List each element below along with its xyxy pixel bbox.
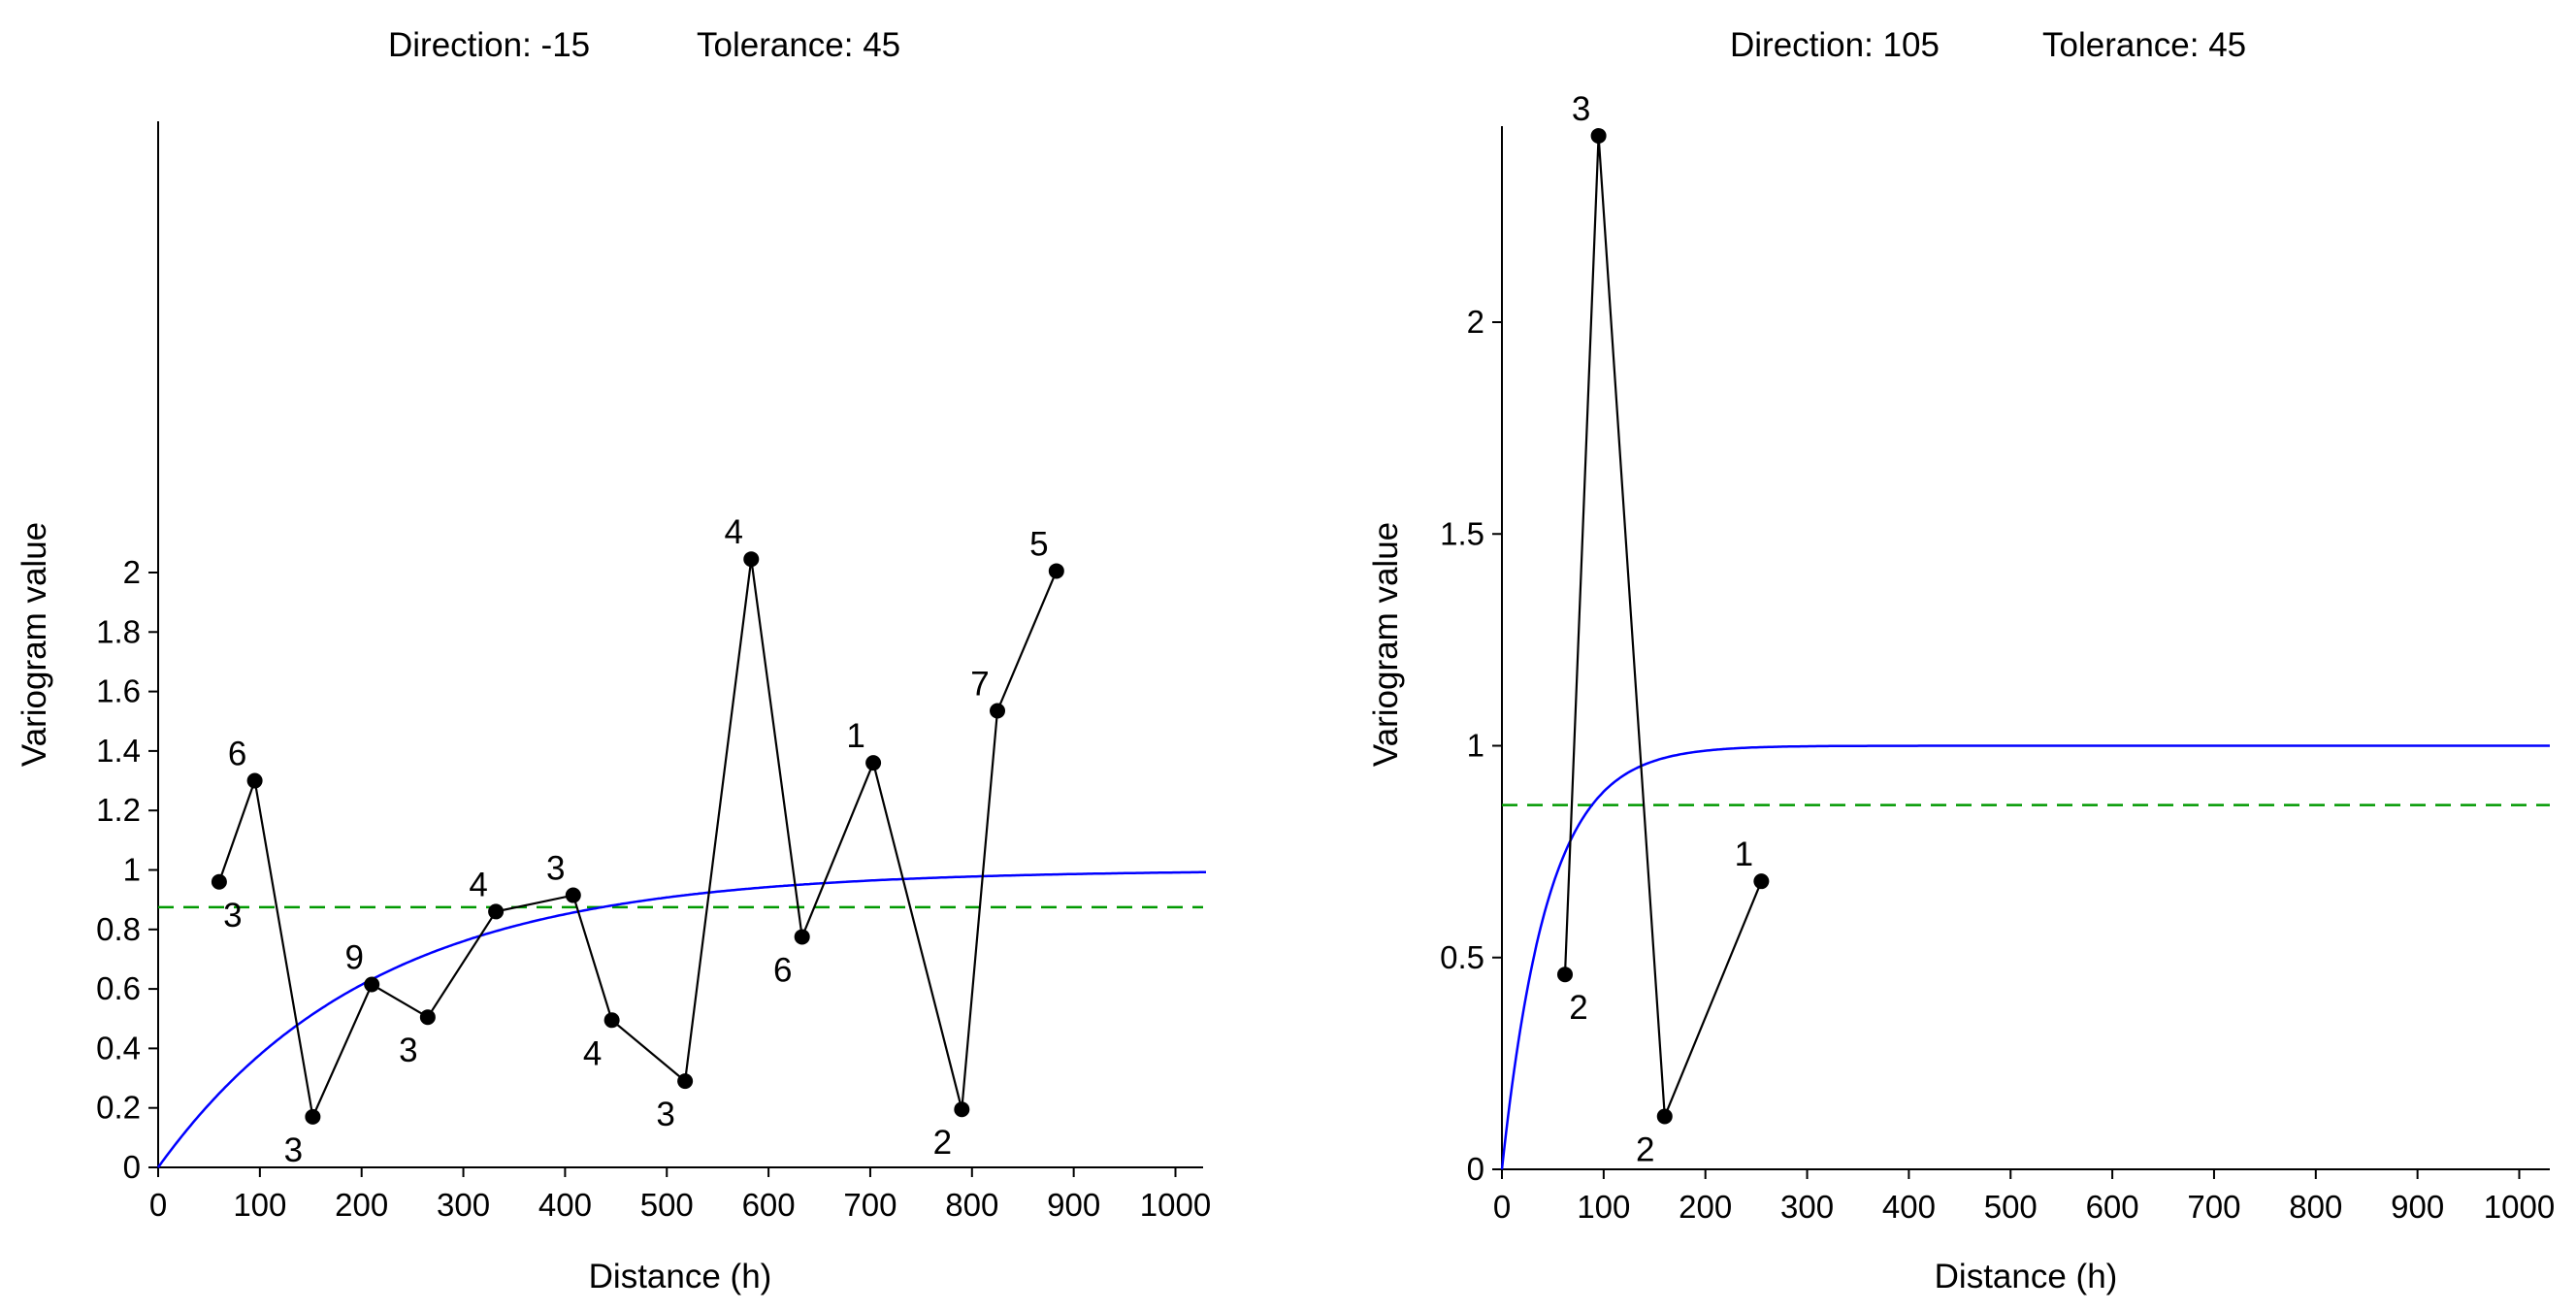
left-x-tick-label: 600 [742,1187,796,1223]
left-x-tick-label: 1000 [1140,1187,1211,1223]
right-x-tick-label: 0 [1493,1189,1511,1225]
right-x-tick-label: 100 [1577,1189,1630,1225]
left-pair-count-label: 2 [933,1124,952,1162]
left-experimental-point [743,551,760,568]
right-title-direction: Direction: 105 [1730,26,1940,64]
left-title-tolerance: Tolerance: 45 [697,26,900,64]
left-y-axis-title: Variogram value [16,522,53,767]
right-title-tolerance: Tolerance: 45 [2042,26,2246,64]
left-pair-count-label: 4 [469,866,487,903]
right-model-curve [1500,744,2550,1170]
right-x-tick-label: 900 [2391,1189,2444,1225]
left-pair-count-label: 7 [970,666,989,704]
left-y-tick-label: 1.6 [96,673,141,709]
right-experimental-point [1753,873,1770,890]
left-experimental-point [364,976,380,993]
right-x-tick-label: 300 [1780,1189,1834,1225]
left-experimental-point [677,1073,694,1090]
right-y-tick-label: 0.5 [1440,939,1484,975]
right-x-tick-label: 600 [2086,1189,2139,1225]
left-pair-count-label: 3 [656,1096,674,1133]
right-x-tick-label: 800 [2289,1189,2342,1225]
right-x-tick-label: 700 [2187,1189,2240,1225]
left-pair-count-label: 6 [773,951,792,989]
right-pair-count-label: 1 [1735,836,1753,873]
left-x-tick-label: 100 [233,1187,286,1223]
left-experimental-point [990,703,1006,719]
right-experimental-line [1563,135,1763,1117]
right-variogram-panel: Direction: 105 Tolerance: 45 0 0.5 1 1.5 2 0… [1367,26,2555,1295]
right-experimental-point [1590,127,1607,144]
right-x-tick-label: 200 [1679,1189,1732,1225]
left-y-tick-label: 1 [123,852,141,888]
right-y-tick-label: 0 [1467,1151,1484,1187]
left-pair-count-label: 9 [344,939,363,977]
right-x-axis-title: Distance (h) [1935,1258,2118,1295]
left-x-tick-label: 200 [335,1187,388,1223]
left-x-tick-label: 0 [149,1187,167,1223]
right-y-tick-label: 2 [1467,304,1484,340]
left-experimental-point [246,772,263,789]
right-y-tick-label: 1 [1467,728,1484,764]
right-experimental-point [1557,967,1574,983]
left-experimental-point [865,755,882,771]
left-y-ticks: 0 0.2 0.4 0.6 0.8 1 1.2 1.4 1.6 1.8 2 [96,554,158,1185]
left-experimental-point [565,887,581,903]
left-y-tick-label: 0 [123,1149,141,1185]
left-y-tick-label: 0.8 [96,911,141,947]
right-x-tick-label: 1000 [2484,1189,2555,1225]
right-pair-count-label: 3 [1572,90,1590,128]
left-experimental-point [603,1012,620,1029]
left-experimental-point [419,1009,436,1026]
right-experimental-point [1656,1108,1673,1125]
left-pair-count-label: 4 [583,1034,602,1072]
left-x-tick-label: 800 [945,1187,998,1223]
left-y-tick-label: 1.8 [96,613,141,649]
left-pair-count-label: 3 [223,897,242,934]
left-pair-count-label: 3 [284,1131,303,1169]
left-x-ticks: 0 100 200 300 400 500 600 700 800 900 1000 [149,1167,1211,1223]
left-model-curve [156,870,1206,1168]
left-pair-count-label: 5 [1029,525,1048,563]
left-experimental-point [488,903,505,920]
left-y-tick-label: 0.2 [96,1090,141,1126]
left-x-tick-label: 900 [1047,1187,1100,1223]
right-x-ticks: 0 100 200 300 400 500 600 700 800 900 1000 [1493,1169,2555,1225]
right-y-axis-title: Variogram value [1367,522,1405,767]
left-pair-count-label: 1 [846,717,864,755]
right-pair-count-label: 2 [1636,1131,1654,1168]
left-experimental-point [794,929,810,945]
left-title-direction: Direction: -15 [388,26,590,64]
left-x-tick-label: 500 [640,1187,694,1223]
right-x-tick-label: 500 [1984,1189,2038,1225]
left-y-tick-label: 1.4 [96,733,141,769]
left-experimental-point [1048,563,1064,579]
left-y-tick-label: 1.2 [96,792,141,828]
right-x-tick-label: 400 [1882,1189,1936,1225]
right-experimental-points: 2 3 2 1 [1557,90,1770,1168]
left-experimental-point [211,873,227,890]
left-experimental-point [954,1101,970,1118]
left-x-tick-label: 700 [843,1187,897,1223]
left-pair-count-label: 3 [399,1032,417,1069]
left-pair-count-label: 6 [228,736,246,773]
left-experimental-points: 3 6 3 9 3 4 3 4 3 4 6 1 2 7 5 [211,513,1064,1169]
left-pair-count-label: 3 [546,850,565,888]
left-variogram-panel: Direction: -15 Tolerance: 45 00.20.40.60… [16,26,1211,1295]
left-x-tick-label: 400 [538,1187,592,1223]
left-y-tick-label: 0.4 [96,1030,141,1065]
left-pair-count-label: 4 [725,513,743,551]
right-y-tick-label: 1.5 [1440,515,1484,551]
left-x-tick-label: 300 [437,1187,490,1223]
right-y-ticks: 0 0.5 1 1.5 2 [1440,304,1502,1187]
left-x-axis-title: Distance (h) [589,1258,772,1295]
left-experimental-point [305,1108,321,1125]
right-pair-count-label: 2 [1569,989,1587,1027]
left-y-tick-label: 0.6 [96,970,141,1006]
left-y-tick-label: 2 [123,554,141,590]
